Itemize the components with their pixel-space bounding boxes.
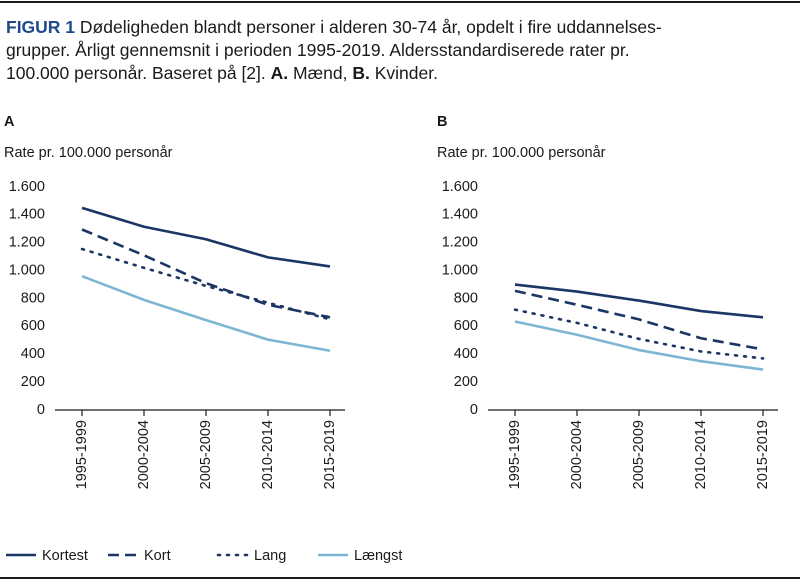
x-tick-label: 2015-2019 [322, 420, 338, 489]
caption-line: 100.000 personår. Baseret på [2]. [6, 63, 266, 83]
caption-part: B. [352, 63, 370, 83]
y-tick-label: 200 [454, 374, 478, 390]
x-tick-label: 2000-2004 [569, 420, 585, 489]
x-tick-label: 2010-2014 [260, 420, 276, 489]
y-tick-label: 1.000 [442, 262, 478, 278]
legend-label: Kort [144, 548, 171, 564]
y-tick-label: 600 [454, 318, 478, 334]
x-tick-label: 1995-1999 [507, 420, 523, 489]
caption-part: Kvinder. [374, 63, 438, 83]
caption-line: Dødeligheden blandt personer i alderen 3… [79, 17, 662, 37]
y-tick-label: 1.400 [9, 207, 45, 223]
x-tick-label: 1995-1999 [74, 420, 90, 489]
caption-part: Mænd, [293, 63, 348, 83]
series-line [80, 247, 332, 321]
legend-label: Længst [354, 548, 402, 564]
panel-title: B [437, 114, 447, 130]
y-tick-label: 1.200 [9, 235, 45, 251]
x-tick-label: 2010-2014 [693, 420, 709, 489]
series-line [514, 289, 764, 351]
x-tick-label: 2005-2009 [198, 420, 214, 489]
y-axis-label: Rate pr. 100.000 personår [4, 145, 173, 161]
x-tick-label: 2005-2009 [631, 420, 647, 489]
x-tick-label: 2015-2019 [755, 420, 771, 489]
y-tick-label: 600 [21, 318, 45, 334]
y-tick-label: 1.600 [442, 179, 478, 195]
figure-label: FIGUR 1 [6, 17, 76, 37]
series-line [81, 228, 331, 319]
y-tick-label: 1.200 [442, 235, 478, 251]
caption-part: A. [270, 63, 289, 83]
caption: FIGUR 1 Dødeligheden blandt personer i a… [6, 16, 796, 85]
legend-label: Kortest [42, 548, 88, 564]
y-axis-label: Rate pr. 100.000 personår [437, 145, 606, 161]
caption-line: grupper. Årligt gennemsnit i perioden 19… [6, 40, 630, 60]
y-tick-label: 1.600 [9, 179, 45, 195]
panel-title: A [4, 114, 15, 130]
y-tick-label: 0 [37, 402, 45, 418]
series-line [81, 274, 331, 353]
series-line [513, 308, 765, 360]
y-tick-label: 1.400 [442, 207, 478, 223]
y-tick-label: 0 [470, 402, 478, 418]
y-tick-label: 400 [21, 346, 45, 362]
y-tick-label: 800 [454, 290, 478, 306]
series-line [514, 283, 764, 319]
y-tick-label: 400 [454, 346, 478, 362]
y-tick-label: 200 [21, 374, 45, 390]
x-tick-label: 2000-2004 [136, 420, 152, 489]
series-line [514, 320, 764, 371]
series-line [81, 206, 331, 268]
legend-label: Lang [254, 548, 286, 564]
y-tick-label: 800 [21, 290, 45, 306]
y-tick-label: 1.000 [9, 262, 45, 278]
